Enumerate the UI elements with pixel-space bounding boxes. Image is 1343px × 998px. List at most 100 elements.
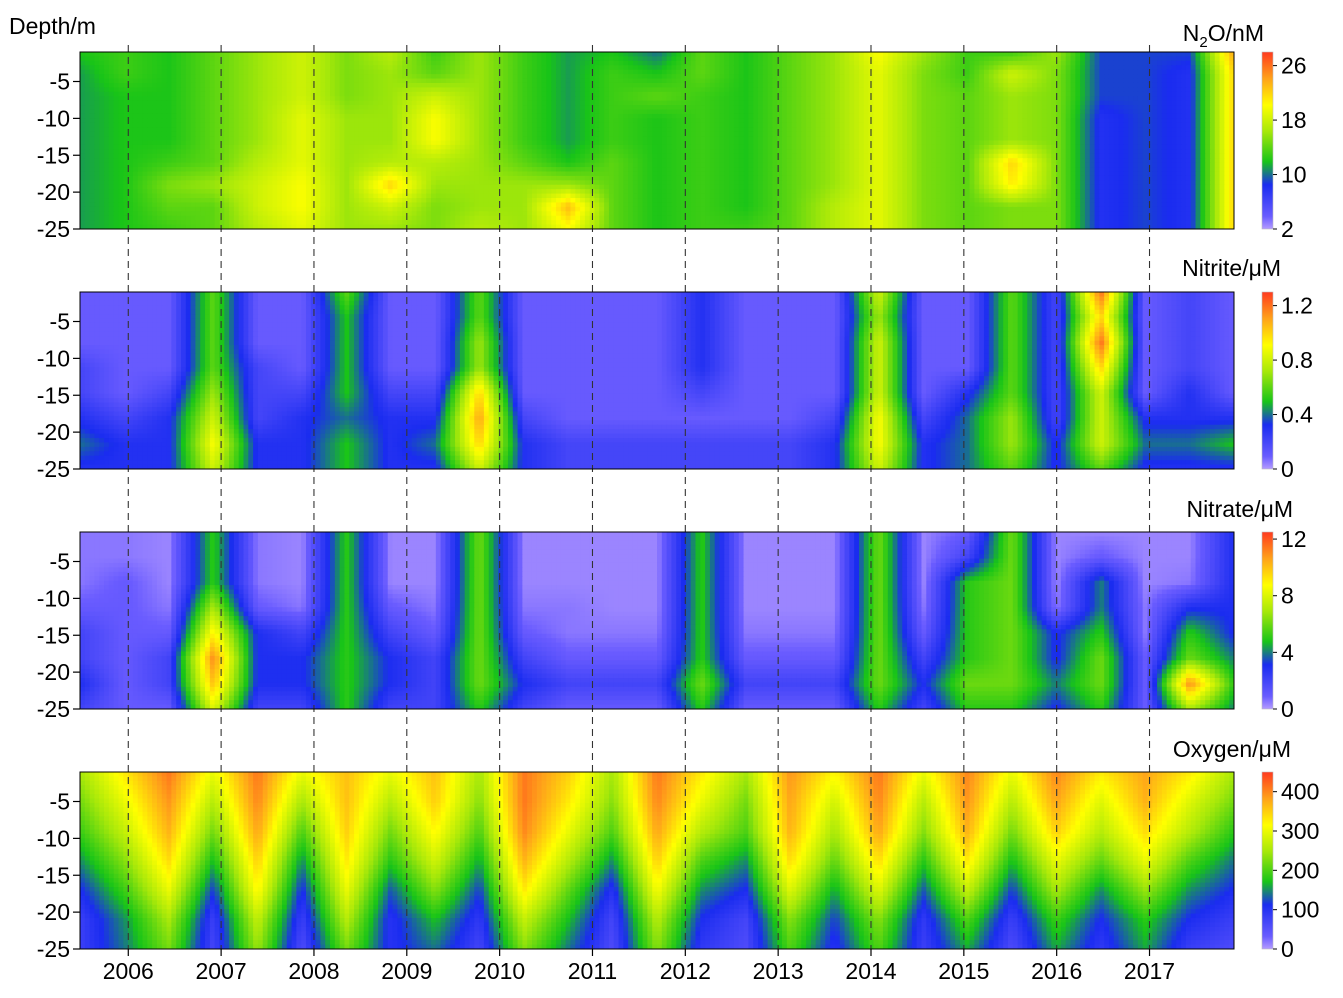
- heat-cell: [339, 87, 346, 93]
- heat-cell: [1133, 82, 1139, 88]
- heat-cell: [964, 56, 971, 62]
- heat-cell: [305, 109, 312, 115]
- heat-cell: [709, 87, 716, 93]
- heat-cell: [147, 127, 153, 133]
- heat-cell: [801, 56, 807, 62]
- heat-cell: [1046, 65, 1052, 71]
- heat-cell: [1152, 91, 1158, 97]
- heat-cell: [373, 60, 379, 66]
- heat-cell: [695, 52, 701, 58]
- heat-cell: [406, 131, 413, 137]
- heat-cell: [152, 74, 158, 80]
- heat-cell: [820, 96, 826, 102]
- heat-cell: [1084, 100, 1091, 106]
- heat-cell: [594, 127, 600, 133]
- heat-cell: [911, 87, 918, 93]
- heat-cell: [1036, 118, 1043, 124]
- heat-cell: [267, 109, 273, 115]
- heat-cell: [1036, 69, 1043, 75]
- heat-cell: [128, 69, 134, 75]
- heat-cell: [1060, 65, 1067, 71]
- heat-cell: [320, 122, 326, 128]
- heat-cell: [349, 136, 355, 142]
- heat-cell: [152, 136, 158, 142]
- heat-cell: [99, 56, 105, 62]
- heat-cell: [565, 56, 572, 62]
- heat-cell: [479, 122, 485, 128]
- heat-cell: [1065, 113, 1072, 119]
- heat-cell: [291, 78, 297, 84]
- heat-cell: [368, 118, 374, 124]
- heat-cell: [411, 65, 418, 71]
- heat-cell: [132, 96, 139, 102]
- heat-cell: [796, 82, 802, 88]
- heat-cell: [825, 105, 831, 111]
- heat-cell: [152, 105, 158, 111]
- heat-cell: [705, 60, 711, 66]
- heat-cell: [440, 113, 447, 119]
- heat-cell: [935, 122, 942, 128]
- heat-cell: [464, 127, 471, 133]
- heat-cell: [810, 127, 817, 133]
- heat-cell: [608, 131, 615, 137]
- heat-cell: [849, 96, 855, 102]
- heat-cell: [1104, 122, 1110, 128]
- heat-cell: [310, 87, 317, 93]
- heat-cell: [152, 131, 158, 137]
- heat-cell: [599, 82, 605, 88]
- heat-cell: [1080, 100, 1086, 106]
- heat-cell: [1003, 87, 1009, 93]
- heat-cell: [99, 109, 105, 115]
- heat-cell: [238, 122, 245, 128]
- heat-cell: [993, 136, 999, 142]
- heat-cell: [1046, 52, 1052, 58]
- heat-cell: [854, 136, 860, 142]
- heat-cell: [1017, 131, 1024, 137]
- heat-cell: [190, 65, 196, 71]
- heat-cell: [762, 82, 769, 88]
- heat-cell: [1017, 136, 1024, 142]
- heat-cell: [522, 74, 528, 80]
- heat-cell: [152, 118, 158, 124]
- heat-cell: [892, 105, 899, 111]
- heat-cell: [257, 52, 264, 58]
- heat-cell: [642, 136, 648, 142]
- heat-cell: [1142, 56, 1149, 62]
- heat-cell: [171, 122, 177, 128]
- heat-cell: [176, 56, 182, 62]
- heat-cell: [411, 118, 418, 124]
- heat-cell: [974, 56, 980, 62]
- heat-cell: [1070, 78, 1076, 84]
- heat-cell: [1195, 82, 1201, 88]
- heat-cell: [983, 52, 990, 58]
- heat-cell: [1036, 105, 1043, 111]
- heat-cell: [1176, 96, 1182, 102]
- heat-cell: [392, 140, 398, 146]
- heat-cell: [815, 74, 822, 80]
- heat-cell: [709, 127, 716, 133]
- heat-cell: [531, 82, 538, 88]
- heat-cell: [580, 122, 586, 128]
- heat-cell: [373, 131, 379, 137]
- heat-cell: [916, 118, 923, 124]
- heat-cell: [1219, 109, 1225, 115]
- heat-cell: [608, 87, 615, 93]
- heat-cell: [1094, 91, 1100, 97]
- heat-cell: [935, 113, 942, 119]
- heat-cell: [825, 65, 831, 71]
- heat-cell: [1089, 52, 1096, 58]
- heat-cell: [209, 105, 216, 111]
- heat-cell: [671, 127, 677, 133]
- heat-cell: [907, 136, 913, 142]
- heat-cell: [839, 140, 846, 146]
- heat-cell: [733, 87, 740, 93]
- heat-cell: [397, 74, 403, 80]
- heat-cell: [786, 109, 793, 115]
- heat-cell: [1075, 82, 1081, 88]
- heat-cell: [1171, 91, 1177, 97]
- heat-cell: [1147, 122, 1153, 128]
- heat-cell: [647, 82, 653, 88]
- heat-cell: [671, 109, 677, 115]
- heat-cell: [1084, 127, 1091, 133]
- heat-cell: [979, 122, 985, 128]
